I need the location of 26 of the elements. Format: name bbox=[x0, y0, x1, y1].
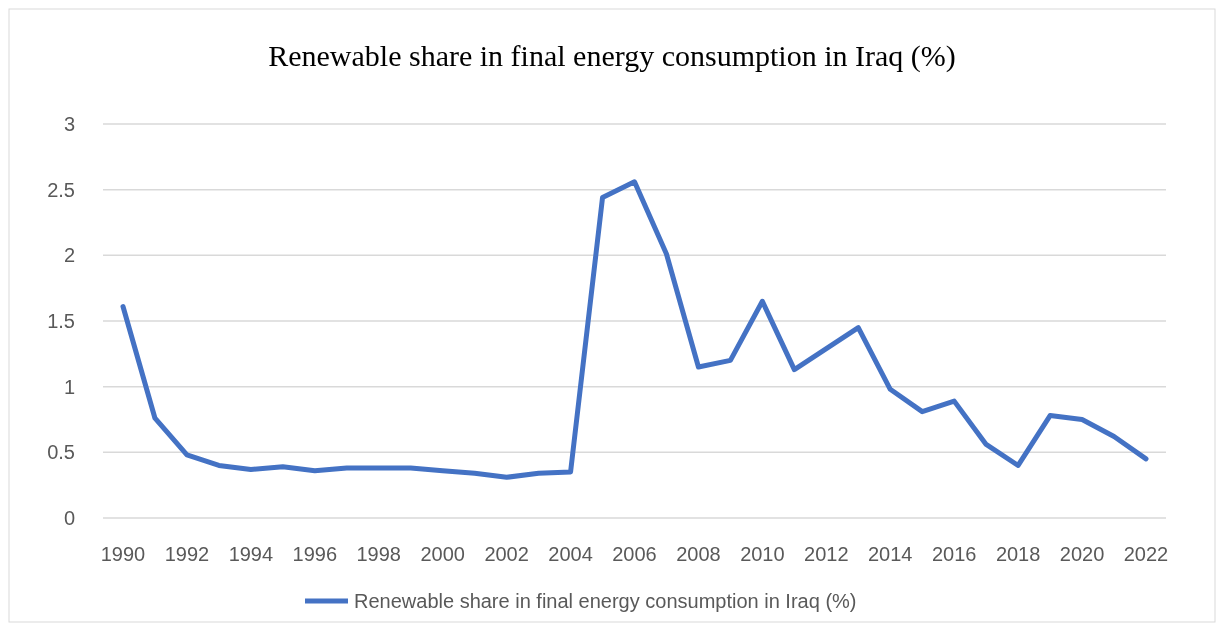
x-tick-label: 1992 bbox=[164, 543, 210, 565]
legend-label: Renewable share in final energy consumption in Iraq (%) bbox=[354, 590, 857, 612]
x-tick-label: 2022 bbox=[1123, 543, 1169, 565]
y-tick-label: 2 bbox=[63, 244, 75, 267]
y-tick-label: 1.5 bbox=[47, 310, 75, 332]
x-tick-label: 2006 bbox=[612, 543, 657, 565]
y-tick-label: 1 bbox=[63, 375, 75, 398]
x-tick-label: 2012 bbox=[804, 543, 849, 565]
x-tick-label: 1996 bbox=[292, 543, 338, 565]
x-tick-label: 2018 bbox=[995, 543, 1041, 565]
x-tick-label: 2008 bbox=[676, 543, 721, 565]
x-tick-label: 1994 bbox=[228, 543, 274, 565]
y-tick-label: 0 bbox=[63, 507, 75, 529]
y-tick-label: 2.5 bbox=[47, 178, 75, 201]
chart-title: Renewable share in final energy consumption in Iraq (%) bbox=[268, 39, 956, 73]
x-tick-label: 2000 bbox=[420, 543, 465, 565]
y-tick-label: 3 bbox=[63, 113, 75, 135]
x-tick-label: 1990 bbox=[100, 543, 146, 565]
x-tick-label: 2020 bbox=[1059, 543, 1105, 565]
x-tick-label: 2010 bbox=[740, 543, 785, 565]
x-tick-label: 2002 bbox=[484, 543, 529, 565]
x-tick-label: 2014 bbox=[868, 543, 913, 565]
x-tick-label: 2016 bbox=[931, 543, 977, 565]
y-tick-label: 0.5 bbox=[47, 441, 75, 464]
x-tick-label: 2004 bbox=[548, 543, 593, 565]
x-tick-label: 1998 bbox=[356, 543, 401, 565]
